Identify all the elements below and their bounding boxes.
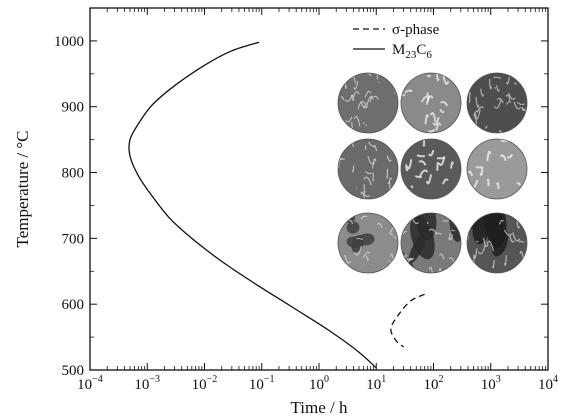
x-tick-label: 100 <box>309 374 329 393</box>
y-tick-label: 900 <box>62 100 85 116</box>
micrograph-rim <box>337 138 399 200</box>
legend-m23c6-m: M <box>392 42 405 58</box>
y-tick-label: 700 <box>62 231 85 247</box>
axis-ticks <box>89 7 549 371</box>
y-tick-label: 800 <box>62 166 85 182</box>
micrograph-rim <box>400 212 462 274</box>
x-tick-label: 10−2 <box>192 374 218 393</box>
microstructure-inset <box>337 72 528 274</box>
legend-sigma-label: σ-phase <box>392 22 440 38</box>
legend: σ-phase M23C6 <box>353 22 440 61</box>
legend-m23c6-sub-6: 6 <box>426 49 432 61</box>
micrograph-image <box>467 213 527 273</box>
y-tick-label: 600 <box>62 297 85 313</box>
micrograph-rim <box>466 72 528 134</box>
y-tick-labels: 500 600 700 800 900 1000 <box>54 34 84 379</box>
y-tick-label: 500 <box>62 363 85 379</box>
x-tick-label: 102 <box>424 374 444 393</box>
micrograph-rim <box>400 138 462 200</box>
x-tick-label: 10−3 <box>134 374 160 393</box>
micrograph-image <box>338 213 398 273</box>
micrograph-rim <box>337 72 399 134</box>
micrograph-image <box>401 73 461 133</box>
x-tick-label: 101 <box>366 374 386 393</box>
micrograph-image <box>338 73 398 133</box>
y-tick-label: 1000 <box>54 34 84 50</box>
micrograph-rim <box>400 72 462 134</box>
micrograph-rim <box>466 138 528 200</box>
micrograph-rim <box>337 212 399 274</box>
micrograph-image <box>401 139 461 199</box>
legend-m23c6-label: M23C6 <box>392 42 432 61</box>
x-tick-label: 10−1 <box>249 374 275 393</box>
x-axis-title: Time / h <box>290 398 348 417</box>
x-tick-label: 104 <box>538 374 558 393</box>
micrograph-image <box>401 213 461 273</box>
micrograph-image <box>338 139 398 199</box>
series-sigma-phase-line <box>390 293 425 348</box>
micrograph-rim <box>466 212 528 274</box>
y-axis-title: Temperature / °C <box>13 130 32 247</box>
x-tick-label: 103 <box>481 374 501 393</box>
x-tick-label: 10−4 <box>77 374 103 393</box>
series-m23c6-line <box>128 41 377 369</box>
micrograph-image <box>467 73 527 133</box>
x-tick-labels: 10−4 10−3 10−2 10−1 100 101 102 103 104 <box>77 374 558 393</box>
legend-m23c6-c: C <box>416 42 426 58</box>
legend-m23c6-sub-23: 23 <box>405 49 417 61</box>
